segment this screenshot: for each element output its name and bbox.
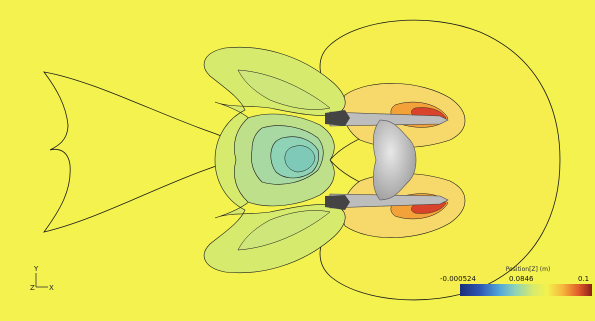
legend-mid-label: 0.0846	[509, 275, 534, 283]
fuselage-pod	[373, 119, 417, 201]
wake-contour-outer	[43, 71, 243, 233]
upper-nacelle	[325, 110, 350, 126]
legend-colorbar	[460, 284, 592, 296]
contour-level-6	[284, 145, 316, 173]
y-axis-label: Y	[33, 265, 39, 273]
x-axis-label: X	[49, 284, 54, 292]
axes-indicator: Y Z X	[30, 265, 54, 292]
outer-lobe-contour	[319, 19, 561, 301]
legend-title: Position[Z] (m)	[506, 266, 551, 273]
contour-line-lower	[237, 210, 331, 251]
color-legend: Position[Z] (m) -0.000524 0.0846 0.1	[440, 266, 592, 296]
contour-line-upper	[237, 69, 331, 110]
lower-nacelle	[325, 195, 350, 210]
legend-min-label: -0.000524	[440, 275, 476, 283]
z-axis-label: Z	[30, 284, 35, 292]
legend-max-label: 0.1	[578, 275, 589, 283]
aircraft-model	[325, 110, 449, 210]
